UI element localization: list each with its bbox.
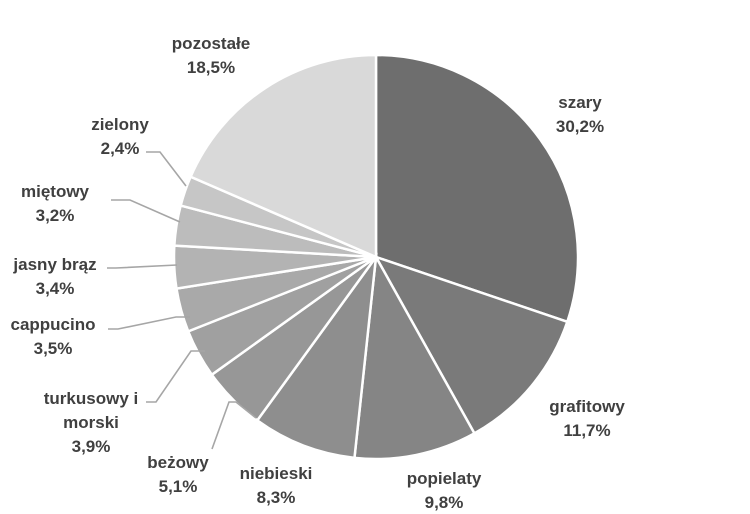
leader-line-mietowy <box>111 199 181 223</box>
slice-label-cappucino: cappucino <box>10 315 95 334</box>
slice-label-niebieski: niebieski <box>240 464 313 483</box>
slice-value-zielony: 2,4% <box>101 139 140 158</box>
slice-value-jasny-braz: 3,4% <box>36 279 75 298</box>
slice-label-pozostale: pozostałe <box>172 34 250 53</box>
slice-value-cappucino: 3,5% <box>34 339 73 358</box>
pie-slices <box>172 53 580 461</box>
data-labels: szary 30,2% grafitowy 11,7% popielaty 9,8% nie… <box>10 34 625 512</box>
slice-value-grafitowy: 11,7% <box>563 421 610 440</box>
slice-label-turkusowy-i-morski-line-2: morski <box>63 413 119 432</box>
slice-label-mietowy: miętowy <box>21 182 90 201</box>
pie-slice-grafitowy <box>373 254 569 436</box>
leader-line-jasny-braz <box>107 264 178 269</box>
pie-slice-pozostale <box>188 53 378 259</box>
pie-slice-popielaty <box>353 252 477 461</box>
slice-label-zielony: zielony <box>91 115 149 134</box>
pie-slice-niebieski <box>255 252 378 460</box>
slice-label-szary: szary <box>558 93 602 112</box>
slice-value-pozostale: 18,5% <box>187 58 235 77</box>
slice-value-szary: 30,2% <box>556 117 604 136</box>
leader-line-turkusowy-i-morski <box>146 350 205 403</box>
slice-label-jasny-braz: jasny brąz <box>12 255 96 274</box>
leader-line-bezowy <box>211 401 257 450</box>
pie-slice-szary <box>374 53 580 324</box>
slice-value-mietowy: 3,2% <box>36 206 75 225</box>
leader-lines <box>107 151 257 450</box>
slice-label-bezowy: beżowy <box>147 453 209 472</box>
slice-label-popielaty: popielaty <box>407 469 482 488</box>
leader-line-zielony <box>146 151 187 187</box>
slice-value-popielaty: 9,8% <box>425 493 464 512</box>
slice-value-bezowy: 5,1% <box>159 477 198 496</box>
slice-value-turkusowy-i-morski: 3,9% <box>72 437 111 456</box>
slice-label-turkusowy-i-morski-line-1: turkusowy i <box>44 389 138 408</box>
slice-value-niebieski: 8,3% <box>257 488 296 507</box>
leader-line-cappucino <box>108 316 190 330</box>
slice-label-grafitowy: grafitowy <box>549 397 625 416</box>
